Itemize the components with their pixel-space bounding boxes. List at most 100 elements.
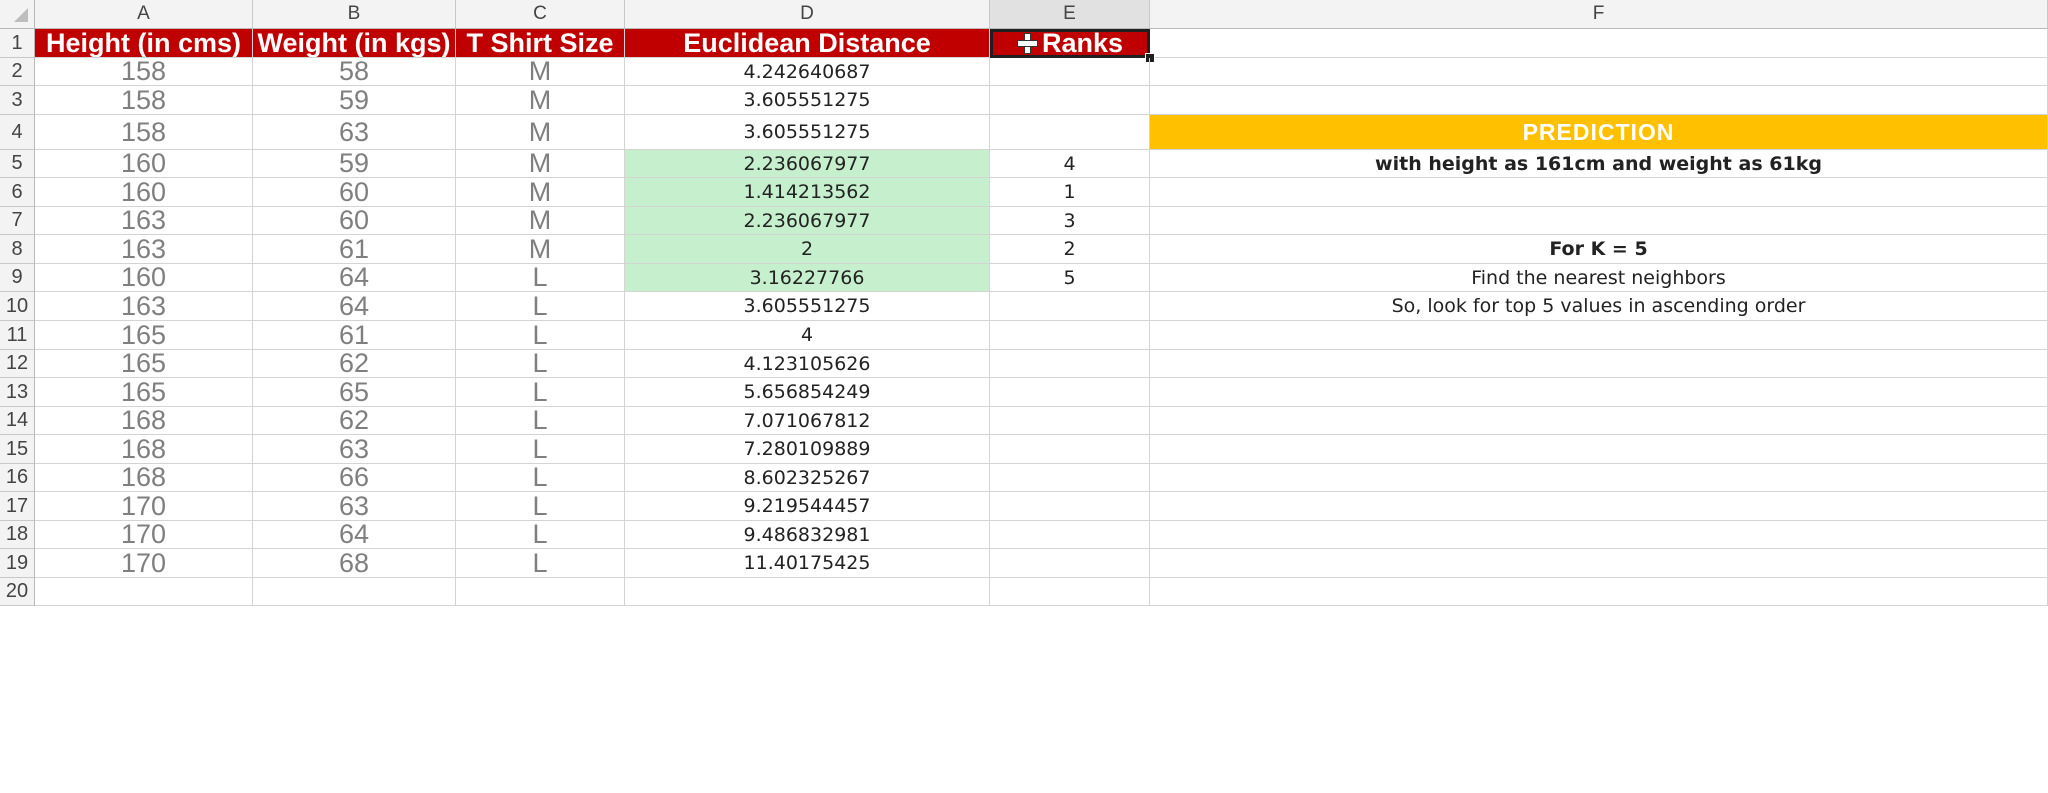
column-header-d[interactable]: D xyxy=(625,0,990,29)
cell-f7[interactable] xyxy=(1150,207,2048,235)
tshirt-size-cell[interactable]: M xyxy=(456,115,625,150)
height-cell[interactable]: 168 xyxy=(35,407,253,435)
row-header-6[interactable]: 6 xyxy=(0,178,35,207)
column-header-c[interactable]: C xyxy=(456,0,625,29)
tshirt-size-cell[interactable]: M xyxy=(456,178,625,207)
distance-cell[interactable]: 2.236067977 xyxy=(625,207,990,235)
lookup-note[interactable]: So, look for top 5 values in ascending o… xyxy=(1150,292,2048,321)
weight-cell[interactable]: 63 xyxy=(253,435,456,464)
row-header-18[interactable]: 18 xyxy=(0,521,35,549)
rank-cell[interactable]: 3 xyxy=(990,207,1150,235)
weight-cell[interactable]: 64 xyxy=(253,292,456,321)
distance-cell[interactable]: 8.602325267 xyxy=(625,464,990,492)
weight-cell[interactable]: 66 xyxy=(253,464,456,492)
height-cell[interactable]: 158 xyxy=(35,86,253,115)
row-header-7[interactable]: 7 xyxy=(0,207,35,235)
empty-cell[interactable] xyxy=(1150,578,2048,606)
distance-cell[interactable]: 11.40175425 xyxy=(625,549,990,578)
distance-cell[interactable]: 3.605551275 xyxy=(625,86,990,115)
height-cell[interactable]: 170 xyxy=(35,521,253,549)
cell-f16[interactable] xyxy=(1150,464,2048,492)
rank-cell[interactable]: 2 xyxy=(990,235,1150,264)
row-header-11[interactable]: 11 xyxy=(0,321,35,350)
row-header-3[interactable]: 3 xyxy=(0,86,35,115)
rank-cell[interactable]: 5 xyxy=(990,264,1150,292)
distance-cell[interactable]: 4.123105626 xyxy=(625,350,990,378)
row-header-5[interactable]: 5 xyxy=(0,150,35,178)
header-ranks[interactable]: Ranks xyxy=(990,29,1150,58)
height-cell[interactable]: 168 xyxy=(35,464,253,492)
row-header-8[interactable]: 8 xyxy=(0,235,35,264)
select-all-corner[interactable] xyxy=(0,0,35,29)
distance-cell[interactable]: 4 xyxy=(625,321,990,350)
rank-cell[interactable] xyxy=(990,321,1150,350)
empty-cell[interactable] xyxy=(253,578,456,606)
weight-cell[interactable]: 61 xyxy=(253,321,456,350)
tshirt-size-cell[interactable]: M xyxy=(456,58,625,86)
cell-f3[interactable] xyxy=(1150,86,2048,115)
row-header-12[interactable]: 12 xyxy=(0,350,35,378)
tshirt-size-cell[interactable]: L xyxy=(456,407,625,435)
distance-cell[interactable]: 7.280109889 xyxy=(625,435,990,464)
cell-f6[interactable] xyxy=(1150,178,2048,207)
rank-cell[interactable]: 1 xyxy=(990,178,1150,207)
distance-cell[interactable]: 4.242640687 xyxy=(625,58,990,86)
header-weight[interactable]: Weight (in kgs) xyxy=(253,29,456,58)
weight-cell[interactable]: 65 xyxy=(253,378,456,407)
header-euclidean-distance[interactable]: Euclidean Distance xyxy=(625,29,990,58)
height-cell[interactable]: 158 xyxy=(35,115,253,150)
height-cell[interactable]: 168 xyxy=(35,435,253,464)
rank-cell[interactable] xyxy=(990,435,1150,464)
height-cell[interactable]: 160 xyxy=(35,150,253,178)
tshirt-size-cell[interactable]: M xyxy=(456,86,625,115)
tshirt-size-cell[interactable]: L xyxy=(456,321,625,350)
tshirt-size-cell[interactable]: L xyxy=(456,435,625,464)
empty-cell[interactable] xyxy=(990,578,1150,606)
tshirt-size-cell[interactable]: M xyxy=(456,207,625,235)
column-header-e[interactable]: E xyxy=(990,0,1150,29)
rank-cell[interactable] xyxy=(990,549,1150,578)
query-note[interactable]: with height as 161cm and weight as 61kg xyxy=(1150,150,2048,178)
tshirt-size-cell[interactable]: L xyxy=(456,464,625,492)
distance-cell[interactable]: 7.071067812 xyxy=(625,407,990,435)
weight-cell[interactable]: 64 xyxy=(253,264,456,292)
weight-cell[interactable]: 61 xyxy=(253,235,456,264)
height-cell[interactable]: 170 xyxy=(35,492,253,521)
empty-cell[interactable] xyxy=(35,578,253,606)
column-header-b[interactable]: B xyxy=(253,0,456,29)
distance-cell[interactable]: 3.16227766 xyxy=(625,264,990,292)
weight-cell[interactable]: 64 xyxy=(253,521,456,549)
height-cell[interactable]: 165 xyxy=(35,378,253,407)
rank-cell[interactable] xyxy=(990,292,1150,321)
row-header-20[interactable]: 20 xyxy=(0,578,35,606)
rank-cell[interactable]: 4 xyxy=(990,150,1150,178)
distance-cell[interactable]: 3.605551275 xyxy=(625,292,990,321)
weight-cell[interactable]: 60 xyxy=(253,178,456,207)
height-cell[interactable]: 163 xyxy=(35,235,253,264)
empty-cell[interactable] xyxy=(625,578,990,606)
cell-f18[interactable] xyxy=(1150,521,2048,549)
fill-handle[interactable] xyxy=(1145,53,1155,63)
height-cell[interactable]: 163 xyxy=(35,207,253,235)
weight-cell[interactable]: 63 xyxy=(253,115,456,150)
height-cell[interactable]: 165 xyxy=(35,350,253,378)
tshirt-size-cell[interactable]: M xyxy=(456,150,625,178)
rank-cell[interactable] xyxy=(990,521,1150,549)
cell-f19[interactable] xyxy=(1150,549,2048,578)
weight-cell[interactable]: 63 xyxy=(253,492,456,521)
row-header-17[interactable]: 17 xyxy=(0,492,35,521)
column-header-a[interactable]: A xyxy=(35,0,253,29)
row-header-4[interactable]: 4 xyxy=(0,115,35,150)
row-header-10[interactable]: 10 xyxy=(0,292,35,321)
tshirt-size-cell[interactable]: L xyxy=(456,292,625,321)
distance-cell[interactable]: 1.414213562 xyxy=(625,178,990,207)
prediction-banner[interactable]: PREDICTION xyxy=(1150,115,2048,150)
find-neighbors-note[interactable]: Find the nearest neighbors xyxy=(1150,264,2048,292)
weight-cell[interactable]: 59 xyxy=(253,86,456,115)
row-header-13[interactable]: 13 xyxy=(0,378,35,407)
weight-cell[interactable]: 62 xyxy=(253,407,456,435)
weight-cell[interactable]: 60 xyxy=(253,207,456,235)
distance-cell[interactable]: 2 xyxy=(625,235,990,264)
rank-cell[interactable] xyxy=(990,378,1150,407)
cell-f1[interactable] xyxy=(1150,29,2048,58)
